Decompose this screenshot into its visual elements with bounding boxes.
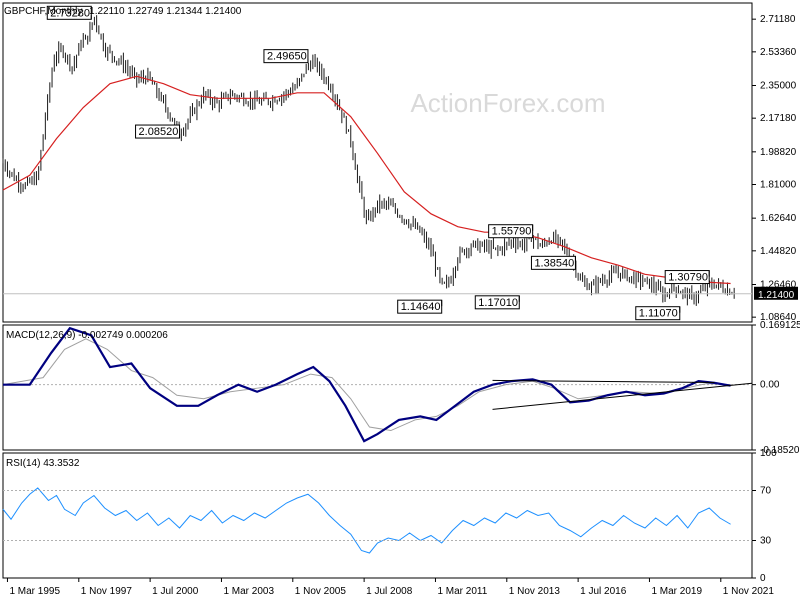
watermark: ActionForex.com [410,88,605,118]
macd-lower-trendline [492,382,753,410]
price-y-tick-label: 1.98820 [760,147,797,158]
price-annotation-box [635,306,681,321]
macd-indicator-label: MACD(12,26,9) -0.002749 0.000206 [6,330,168,341]
price-annotation-label: 1.30790 [668,272,708,284]
price-annotation-label: 2.73280 [50,7,90,19]
price-y-tick-label: 1.44820 [760,246,797,257]
price-annotation-box [474,295,520,310]
price-annotation-box [530,255,576,270]
price-annotation-box [488,224,534,239]
macd-main-line [3,326,731,443]
price-y-tick-label: 2.35000 [760,81,797,92]
last-price-label: 1.21400 [758,290,795,301]
rsi-line [2,487,731,554]
price-annotation-box [263,49,309,64]
x-tick-label: 1 Jul 2000 [152,586,199,597]
price-y-tick-label: 1.62640 [760,213,797,224]
price-y-tick-label: 1.81000 [760,180,797,191]
price-annotation-label: 1.38540 [534,257,574,269]
rsi-y-tick-label: 30 [760,536,772,547]
price-y-tick-label: 2.53360 [760,47,797,58]
last-price-badge [754,286,798,300]
chart-symbol-header: GBPCHF,Monthly 1.22110 1.22749 1.21344 1… [4,6,242,17]
price-annotation-label: 1.11070 [639,308,678,320]
macd-y-tick-label: 0.00 [760,380,780,391]
macd-y-tick-label: 0.169125 [760,320,800,331]
ohlc-values: 1.22110 1.22749 1.21344 1.21400 [89,6,242,17]
rsi-y-tick-label: 100 [760,448,777,459]
x-tick-label: 1 Mar 1995 [9,586,60,597]
x-tick-label: 1 Mar 2003 [223,586,274,597]
macd-panel [2,324,753,451]
price-annotation-box [397,299,443,314]
x-tick-label: 1 Mar 2019 [651,586,702,597]
price-annotation-label: 1.14640 [401,301,441,313]
x-tick-label: 1 Mar 2011 [437,586,487,597]
price-annotation-label: 1.55790 [492,226,532,238]
price-y-tick-label: 1.26460 [760,279,797,290]
x-tick-label: 1 Nov 1997 [81,586,133,597]
macd-upper-trendline [492,379,715,384]
price-annotation-label: 2.49650 [267,51,307,63]
price-y-tick-label: 2.17180 [760,113,797,124]
x-tick-label: 1 Nov 2021 [723,586,775,597]
price-annotation-box [46,5,92,20]
x-tick-label: 1 Nov 2013 [509,586,561,597]
price-y-tick-label: 2.71180 [760,14,796,25]
macd-y-tick-label: -0.185209 [760,445,800,456]
rsi-panel [2,452,753,579]
rsi-y-tick-label: 70 [760,486,772,497]
rsi-indicator-label: RSI(14) 43.3532 [6,458,80,469]
moving-average-line [2,75,731,285]
price-y-tick-label: 1.08640 [760,312,797,323]
x-tick-label: 1 Jul 2016 [580,586,627,597]
price-annotation-box [135,124,181,139]
price-annotation-box [664,270,710,285]
rsi-y-tick-label: 0 [760,573,766,584]
x-tick-label: 1 Nov 2005 [295,586,347,597]
symbol-label: GBPCHF,Monthly [4,6,82,17]
price-annotation-label: 2.08520 [139,126,179,138]
price-annotation-label: 1.17010 [478,297,518,309]
x-tick-label: 1 Jul 2008 [366,586,413,597]
